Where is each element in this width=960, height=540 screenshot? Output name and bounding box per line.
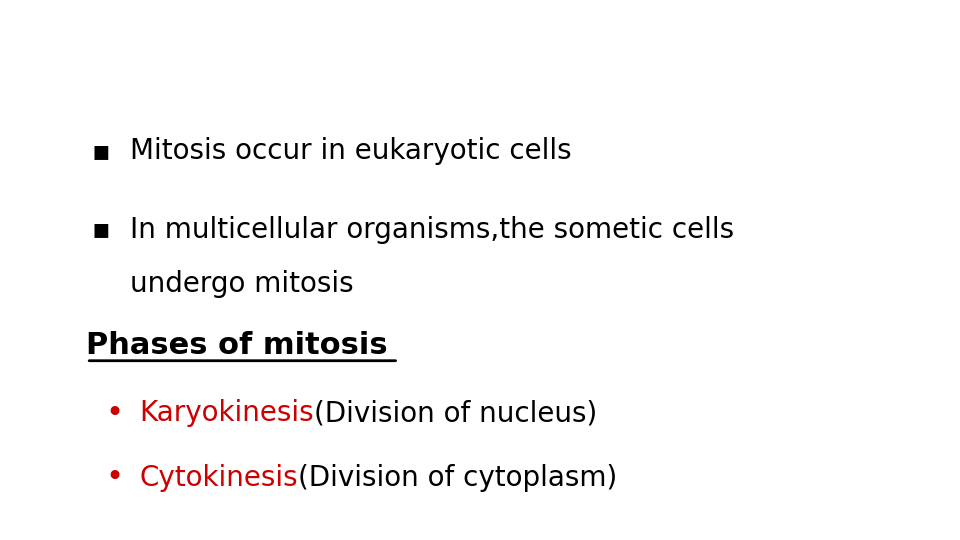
Text: (Division of nucleus): (Division of nucleus) [314,399,597,427]
Text: Mitosis occur in eukaryotic cells: Mitosis occur in eukaryotic cells [130,137,571,165]
Text: •: • [106,399,124,428]
Text: ▪: ▪ [91,137,110,165]
Text: Phases of mitosis: Phases of mitosis [86,331,388,360]
Text: In multicellular organisms,the sometic cells: In multicellular organisms,the sometic c… [130,215,733,244]
Text: Karyokinesis: Karyokinesis [139,399,314,427]
Text: undergo mitosis: undergo mitosis [130,269,353,298]
Text: Cytokinesis: Cytokinesis [139,464,298,492]
Text: (Division of cytoplasm): (Division of cytoplasm) [298,464,617,492]
Text: •: • [106,463,124,492]
Text: ▪: ▪ [91,215,110,244]
